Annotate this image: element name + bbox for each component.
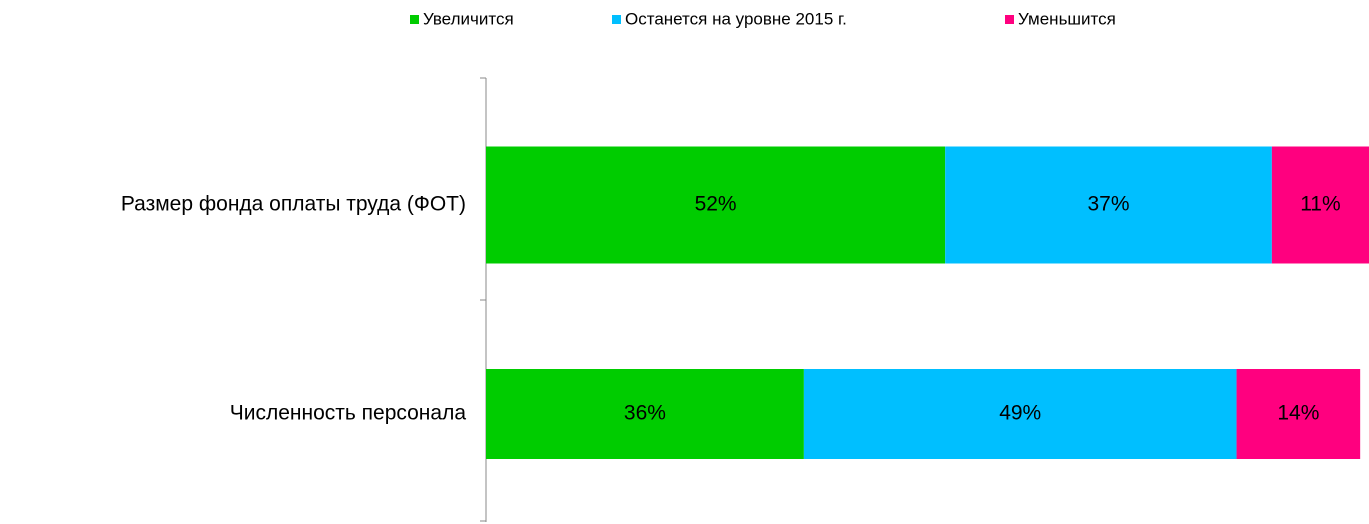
bar-segment bbox=[945, 146, 1272, 264]
data-label: 49% bbox=[999, 402, 1041, 425]
bar-segment bbox=[1271, 146, 1369, 264]
legend-swatch bbox=[410, 15, 419, 24]
data-label: 14% bbox=[1277, 402, 1319, 425]
data-label: 11% bbox=[1300, 193, 1340, 216]
bar-segment bbox=[486, 369, 804, 459]
bar-segment bbox=[1236, 369, 1361, 459]
data-label: 37% bbox=[1087, 193, 1129, 216]
legend-swatch bbox=[1005, 15, 1014, 24]
legend-label: Увеличится bbox=[423, 9, 514, 28]
data-label: 36% bbox=[624, 402, 666, 425]
bar-segment bbox=[486, 146, 946, 264]
legend-label: Останется на уровне 2015 г. bbox=[625, 9, 847, 28]
category-label: Размер фонда оплаты труда (ФОТ) bbox=[121, 193, 466, 216]
bar-segment bbox=[803, 369, 1237, 459]
legend-label: Уменьшится bbox=[1018, 9, 1116, 28]
category-label: Численность персонала bbox=[230, 402, 467, 425]
data-label: 52% bbox=[695, 193, 737, 216]
legend-swatch bbox=[612, 15, 621, 24]
